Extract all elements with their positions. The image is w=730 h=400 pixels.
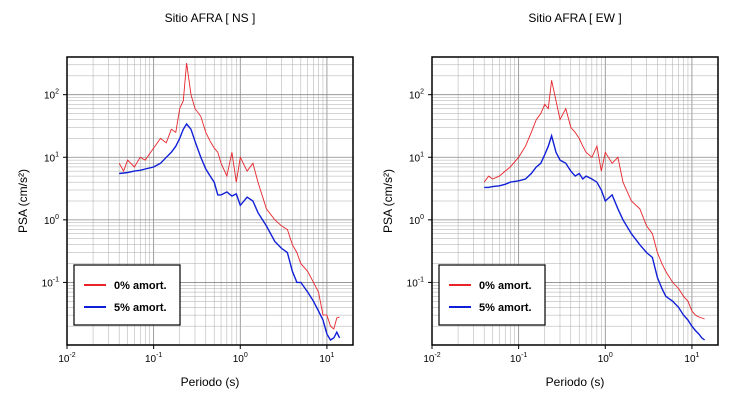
y-tick-label: 100 [409, 214, 424, 227]
legend-box [73, 264, 181, 326]
x-tick-label: 100 [598, 352, 613, 365]
x-tick-label: 101 [684, 352, 699, 365]
x-axis-label: Periodo (s) [181, 375, 240, 389]
panel: Sitio AFRA [ NS ] Periodo (s) PSA (cm/s²) 1… [16, 11, 354, 389]
x-axis-label: Periodo (s) [546, 375, 605, 389]
chart-title: Sitio AFRA [ NS ] [165, 11, 256, 25]
legend-label: 0% amort. [479, 280, 532, 292]
plot-frame [431, 56, 719, 346]
y-tick-label: 101 [44, 151, 59, 164]
x-tick-label: 100 [233, 352, 248, 365]
y-tick-label: 10-1 [407, 276, 424, 289]
x-tick-label: 10-2 [423, 352, 440, 365]
legend-box [438, 264, 546, 326]
y-axis-label: PSA (cm/s²) [16, 169, 30, 233]
series-line [483, 80, 705, 320]
y-tick-label: 102 [44, 89, 59, 102]
legend-label: 5% amort. [114, 302, 167, 314]
series-line [119, 122, 341, 341]
y-tick-label: 100 [44, 214, 59, 227]
chart-title: Sitio AFRA [ EW ] [528, 11, 621, 25]
x-tick-label: 10-1 [510, 352, 527, 365]
panel: Sitio AFRA [ EW ] Periodo (s) PSA (cm/s²) 1… [381, 11, 719, 389]
x-tick-label: 10-1 [145, 352, 162, 365]
y-tick-label: 10-1 [42, 276, 59, 289]
y-tick-label: 102 [409, 89, 424, 102]
series-line [484, 133, 706, 341]
plot-frame [66, 56, 354, 346]
legend-label: 5% amort. [479, 302, 532, 314]
y-axis-label: PSA (cm/s²) [381, 169, 395, 233]
x-tick-label: 101 [319, 352, 334, 365]
y-tick-label: 101 [409, 151, 424, 164]
legend-label: 0% amort. [114, 280, 167, 292]
x-tick-label: 10-2 [58, 352, 75, 365]
series-line [118, 63, 340, 330]
